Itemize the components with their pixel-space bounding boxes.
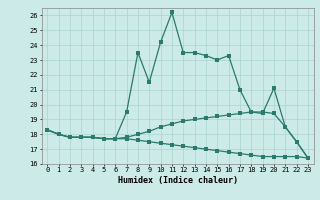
X-axis label: Humidex (Indice chaleur): Humidex (Indice chaleur) bbox=[118, 176, 237, 185]
